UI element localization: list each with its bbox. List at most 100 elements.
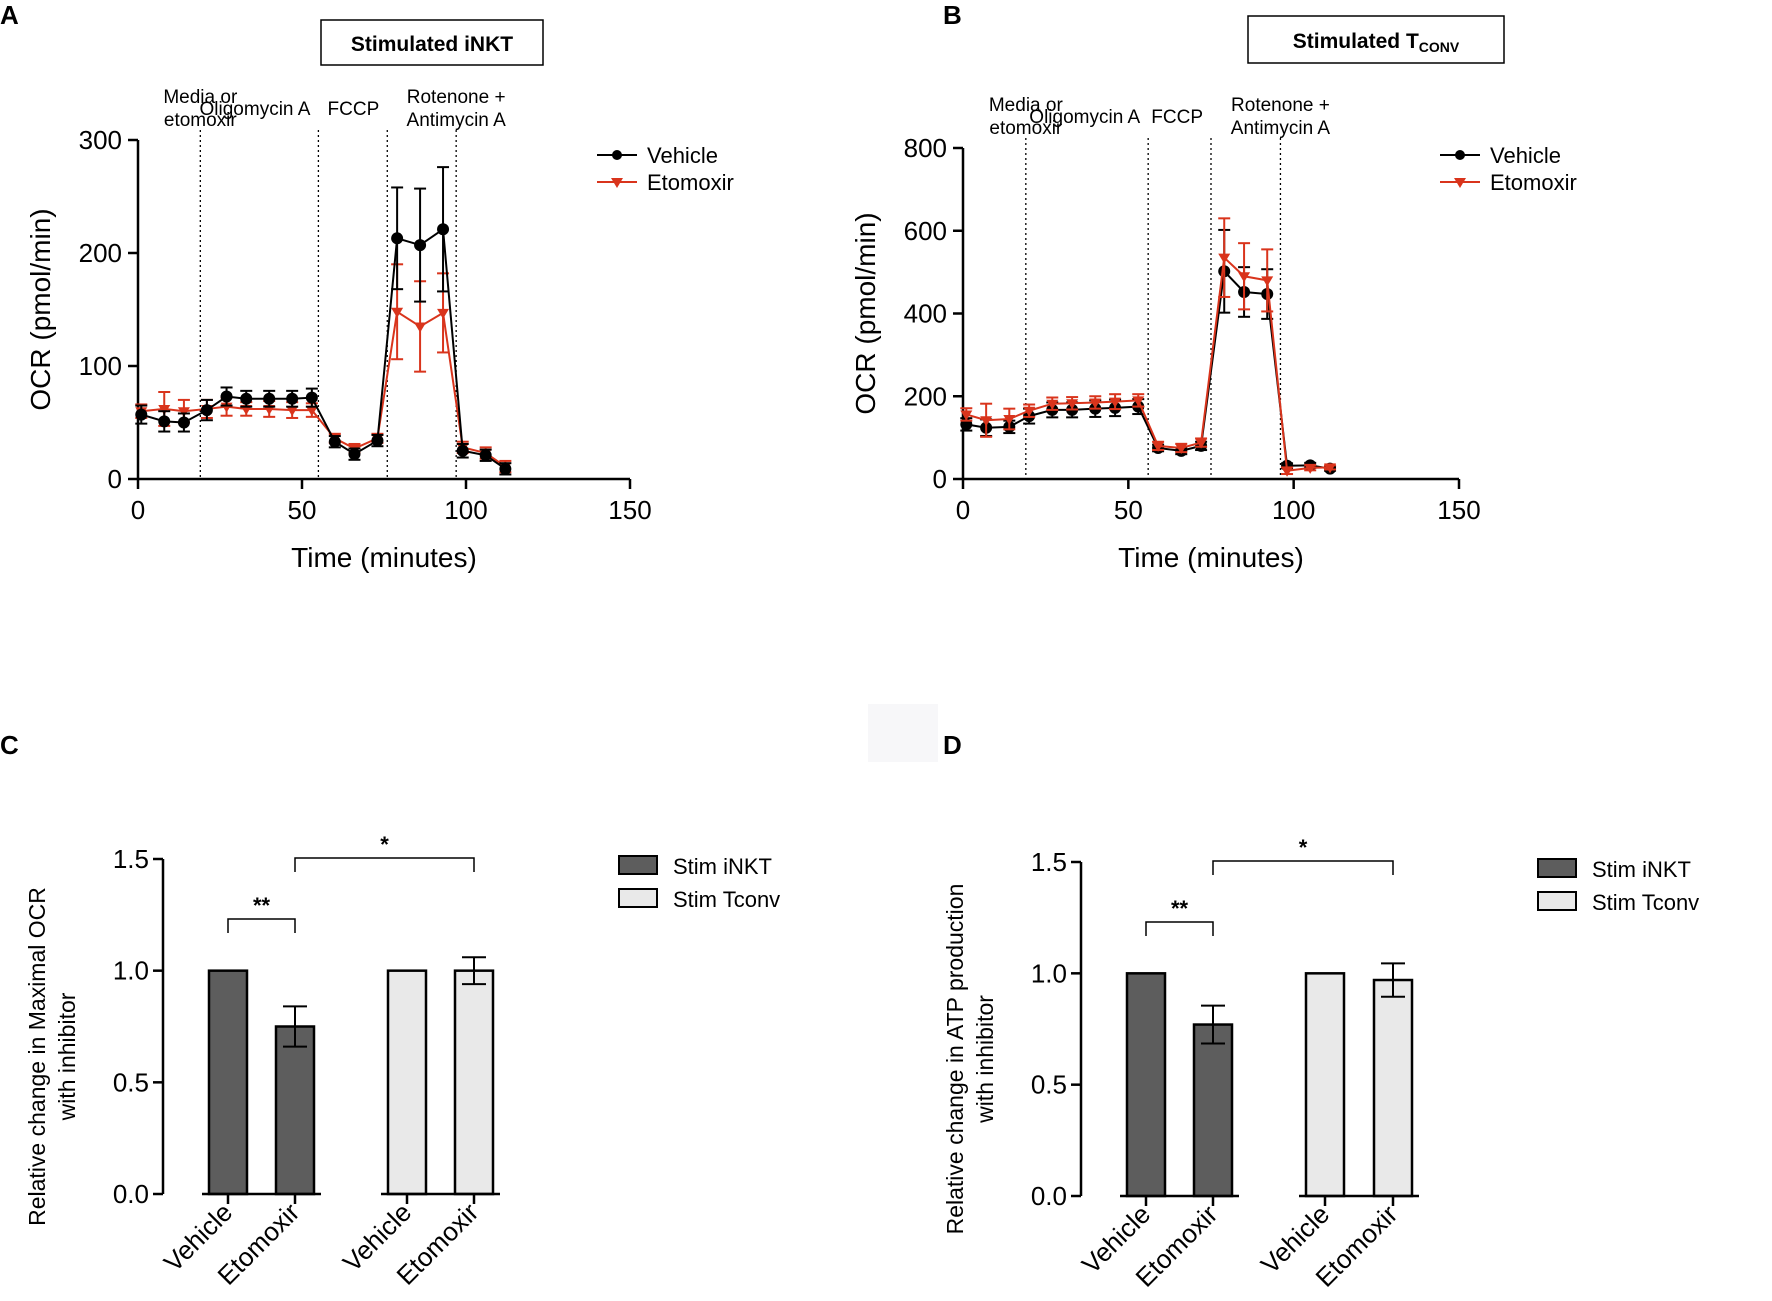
data-point [1066,399,1079,410]
significance-bracket [294,857,475,872]
data-point [1324,463,1337,474]
event-label: Rotenone + [407,87,506,108]
data-point [1238,272,1251,283]
bar [1192,1023,1234,1198]
title-b: Stimulated TCONV [1293,30,1460,55]
panel-letter-a: A [0,0,19,30]
x-tick-label: 100 [444,495,487,525]
y-tick-label: 1.5 [1031,847,1067,877]
panel-letter-c: C [0,730,19,760]
data-point [263,392,276,405]
data-point [1281,466,1294,477]
event-label: etomoxir [164,110,238,131]
legend-swatch [618,855,658,875]
data-point [240,392,253,405]
x-tick-label: 150 [608,495,651,525]
y-tick-label: 0.0 [1031,1181,1067,1211]
legend-label: Stim Tconv [1592,890,1699,915]
panel-letter-b: B [943,0,962,30]
significance-label: ** [1171,896,1189,921]
data-point [414,322,427,333]
significance-label: * [380,832,389,857]
bar [1125,972,1167,1198]
chart-c: 0.0 0.5 1.0 1.5 Relative change in Maximal O… [24,832,780,1291]
event-label: Antimycin A [407,110,507,131]
event-label: FCCP [1151,107,1203,128]
bar [1372,978,1414,1198]
y-tick-label: 200 [904,381,947,411]
event-label: Antimycin A [1231,118,1331,139]
data-point [371,434,384,447]
series-line-vehicle [140,227,506,470]
legend-label: Etomoxir [647,170,734,195]
data-point [1175,443,1188,454]
data-point [305,406,318,417]
y-tick-label: 0 [108,464,122,494]
y-axis-title: OCR (pmol/min) [25,208,56,410]
bar [207,969,249,1196]
data-point [286,392,299,405]
legend-swatch [1537,858,1577,878]
data-point [437,308,450,319]
y-tick-label: 600 [904,216,947,246]
x-tick-label: 0 [956,495,970,525]
data-point [177,407,190,418]
y-tick-label: 800 [904,133,947,163]
x-tick-label: 50 [1114,495,1143,525]
panel-letter-d: D [943,730,962,760]
bar [386,969,428,1196]
chart-d: 0.0 0.5 1.0 1.5 Relative change in ATP produ… [942,835,1699,1293]
bar [274,1025,316,1196]
y-tick-label: 0.5 [113,1067,149,1097]
y-axis-title-line1: Relative change in ATP production [942,884,968,1235]
data-point [1261,276,1274,287]
data-point [1195,438,1208,449]
data-point [220,390,233,403]
event-label: FCCP [328,99,380,120]
event-label: Media or [989,95,1064,116]
x-tick-label: 50 [288,495,317,525]
y-tick-label: 1.0 [113,956,149,986]
legend-label: Stim iNKT [1592,857,1691,882]
background-artifact [868,704,938,762]
event-label: Oligomycin A [1029,107,1140,128]
series-line-etomoxir [966,255,1331,472]
data-point [305,391,318,404]
significance-label: ** [253,893,271,918]
legend-marker [1455,150,1465,160]
y-tick-label: 400 [904,299,947,329]
data-point [328,435,341,448]
event-label: Rotenone + [1231,95,1330,116]
data-point [479,449,492,462]
title-box-a [320,19,544,66]
data-point [960,410,973,421]
data-point [1109,397,1122,408]
significance-label: * [1299,835,1308,860]
y-axis-title-line1: Relative change in Maximal OCR [24,887,50,1226]
y-tick-label: 1.5 [113,844,149,874]
y-axis-title-line2: with inhibitor [54,992,80,1121]
data-point [348,448,361,461]
bar [453,969,495,1196]
legend-swatch [618,888,658,908]
legend-label: Stim iNKT [673,854,772,879]
y-tick-label: 300 [79,125,122,155]
legend-marker [611,178,623,188]
data-point [391,307,404,318]
series-line-etomoxir [141,310,506,468]
legend-label: Vehicle [647,143,718,168]
y-tick-label: 100 [79,351,122,381]
y-tick-label: 0 [933,464,947,494]
event-label: Media or [163,87,238,108]
legend-label: Etomoxir [1490,170,1577,195]
event-label: etomoxir [989,118,1063,139]
significance-bracket [1145,921,1214,936]
data-point [456,444,469,457]
data-point [1218,253,1231,264]
data-point [437,223,450,236]
legend-swatch [1537,891,1577,911]
chart-a: 0 100 200 300 0 50 100 150 Time (minutes) OCR (pm… [25,87,734,573]
x-tick-label: 100 [1272,495,1315,525]
chart-b: 0 200 400 600 800 0 50 100 150 Time (minutes) OCR … [850,95,1577,573]
data-point [1152,441,1165,452]
